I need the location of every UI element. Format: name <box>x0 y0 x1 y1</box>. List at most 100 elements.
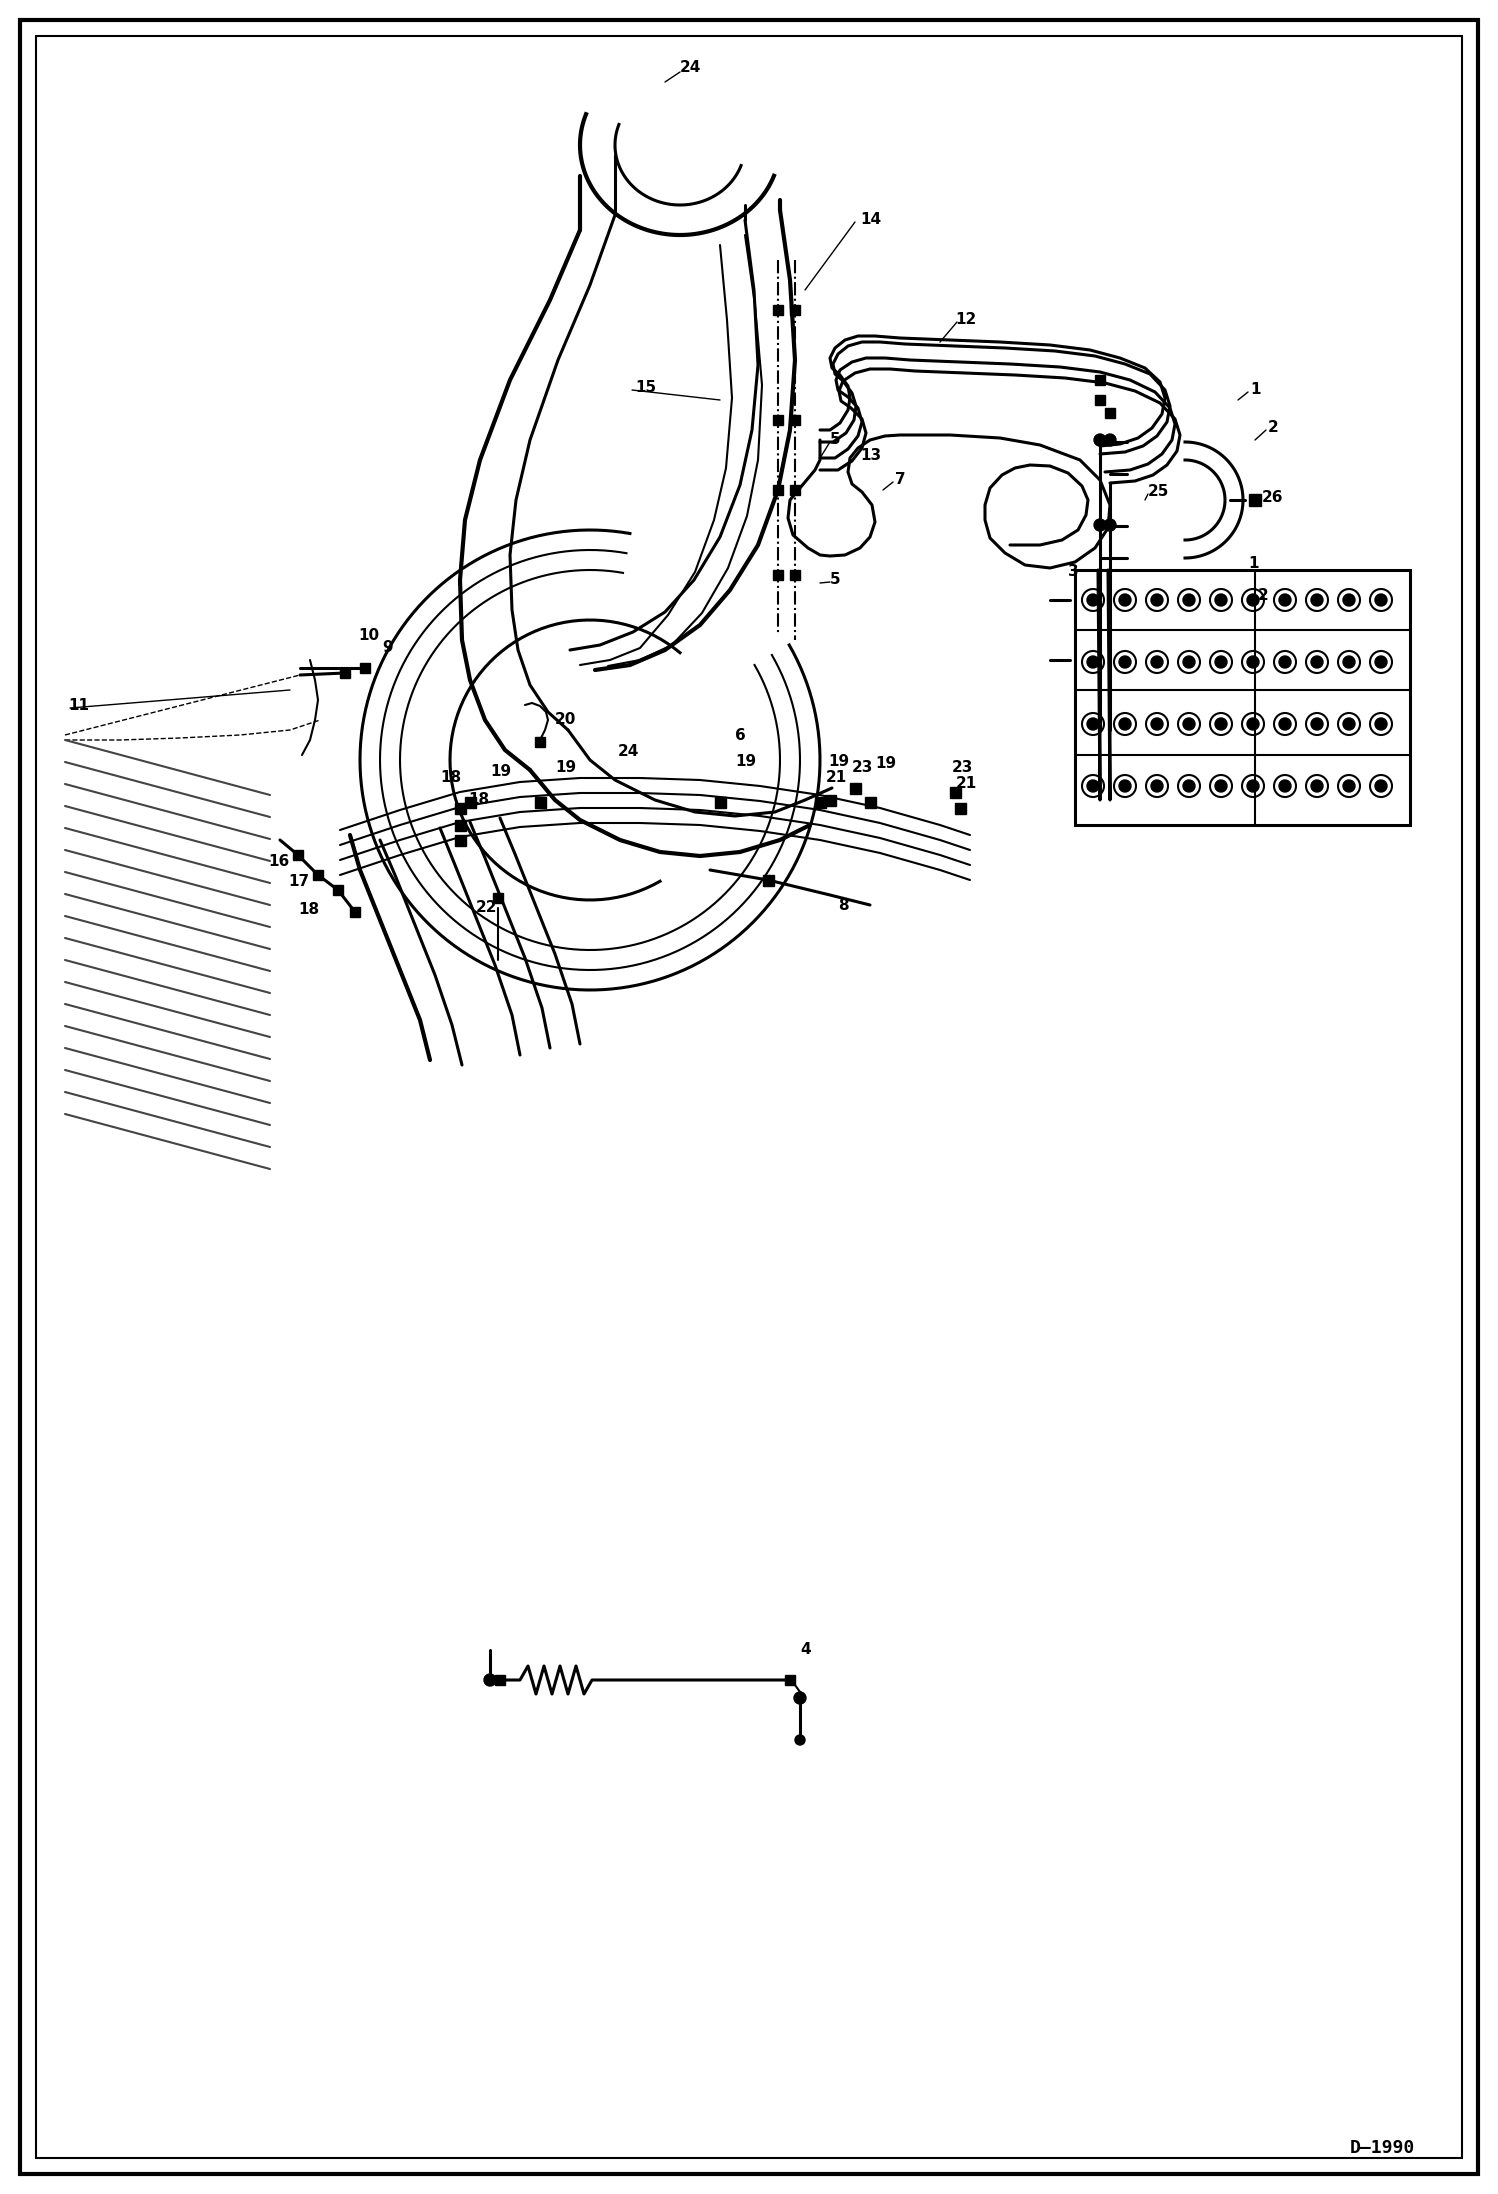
Text: 19: 19 <box>875 757 896 772</box>
Polygon shape <box>535 796 545 807</box>
Circle shape <box>484 1674 496 1685</box>
Text: 24: 24 <box>619 744 640 759</box>
Polygon shape <box>773 415 783 426</box>
Circle shape <box>1311 656 1323 667</box>
Text: 18: 18 <box>440 770 461 785</box>
Text: 5: 5 <box>830 432 840 448</box>
Text: 19: 19 <box>828 755 849 770</box>
Polygon shape <box>1106 408 1115 419</box>
Circle shape <box>1088 595 1100 606</box>
Text: 19: 19 <box>554 761 577 774</box>
Text: 2: 2 <box>1267 421 1279 434</box>
Circle shape <box>1279 595 1291 606</box>
Circle shape <box>1088 656 1100 667</box>
Text: 5: 5 <box>830 573 840 588</box>
Circle shape <box>1104 520 1116 531</box>
Circle shape <box>1150 595 1162 606</box>
Text: 12: 12 <box>956 312 977 327</box>
Circle shape <box>1119 781 1131 792</box>
Circle shape <box>1344 781 1356 792</box>
Text: 2: 2 <box>1258 588 1269 603</box>
Bar <box>1076 570 1410 825</box>
Circle shape <box>1344 717 1356 731</box>
Polygon shape <box>313 871 324 880</box>
Polygon shape <box>340 667 351 678</box>
Circle shape <box>1311 781 1323 792</box>
Text: 24: 24 <box>680 61 701 75</box>
Circle shape <box>1375 656 1387 667</box>
Polygon shape <box>773 305 783 316</box>
Circle shape <box>1215 717 1227 731</box>
Circle shape <box>1215 595 1227 606</box>
Text: 25: 25 <box>1147 485 1170 500</box>
Text: 23: 23 <box>953 761 974 774</box>
Polygon shape <box>954 803 966 814</box>
Text: 22: 22 <box>476 900 497 915</box>
Circle shape <box>1215 656 1227 667</box>
Text: 23: 23 <box>852 761 873 774</box>
Polygon shape <box>849 783 860 794</box>
Text: 19: 19 <box>736 755 756 770</box>
Circle shape <box>1183 717 1195 731</box>
Circle shape <box>1375 781 1387 792</box>
Polygon shape <box>864 796 875 807</box>
Polygon shape <box>535 737 545 746</box>
Text: 6: 6 <box>736 728 746 742</box>
Text: 3: 3 <box>1068 564 1079 579</box>
Circle shape <box>1279 656 1291 667</box>
Circle shape <box>1150 781 1162 792</box>
Circle shape <box>1375 717 1387 731</box>
Polygon shape <box>762 875 773 886</box>
Circle shape <box>1119 717 1131 731</box>
Polygon shape <box>789 415 800 426</box>
Polygon shape <box>454 803 466 814</box>
Text: 9: 9 <box>382 641 392 656</box>
Text: 18: 18 <box>467 792 490 807</box>
Polygon shape <box>454 821 466 832</box>
Circle shape <box>794 1692 806 1705</box>
Text: 21: 21 <box>825 770 848 785</box>
Circle shape <box>1311 717 1323 731</box>
Text: 1: 1 <box>1248 555 1258 570</box>
Text: 15: 15 <box>635 380 656 395</box>
Circle shape <box>1215 781 1227 792</box>
Circle shape <box>1094 520 1106 531</box>
Polygon shape <box>351 906 360 917</box>
Text: 11: 11 <box>67 698 88 713</box>
Circle shape <box>1246 717 1258 731</box>
Circle shape <box>1279 781 1291 792</box>
Polygon shape <box>1249 494 1261 507</box>
Circle shape <box>795 1735 804 1744</box>
Circle shape <box>1246 656 1258 667</box>
Circle shape <box>1183 656 1195 667</box>
Polygon shape <box>789 485 800 496</box>
Circle shape <box>1150 717 1162 731</box>
Circle shape <box>1119 595 1131 606</box>
Circle shape <box>1094 434 1106 445</box>
Polygon shape <box>789 570 800 579</box>
Polygon shape <box>333 884 343 895</box>
Polygon shape <box>773 570 783 579</box>
Text: 1: 1 <box>1249 382 1260 397</box>
Polygon shape <box>815 796 825 807</box>
Text: 20: 20 <box>554 713 577 728</box>
Text: 4: 4 <box>800 1643 810 1656</box>
Text: 8: 8 <box>837 897 849 913</box>
Polygon shape <box>294 849 303 860</box>
Polygon shape <box>785 1674 795 1685</box>
Text: 13: 13 <box>860 448 881 463</box>
Circle shape <box>1375 595 1387 606</box>
Circle shape <box>1344 595 1356 606</box>
Circle shape <box>1150 656 1162 667</box>
Text: 19: 19 <box>490 764 511 779</box>
Polygon shape <box>824 794 836 805</box>
Polygon shape <box>789 305 800 316</box>
Text: 7: 7 <box>894 472 906 487</box>
Polygon shape <box>950 785 960 796</box>
Circle shape <box>1119 656 1131 667</box>
Polygon shape <box>464 796 475 807</box>
Circle shape <box>1246 781 1258 792</box>
Circle shape <box>1279 717 1291 731</box>
Polygon shape <box>1095 375 1106 384</box>
Text: 14: 14 <box>860 213 881 228</box>
